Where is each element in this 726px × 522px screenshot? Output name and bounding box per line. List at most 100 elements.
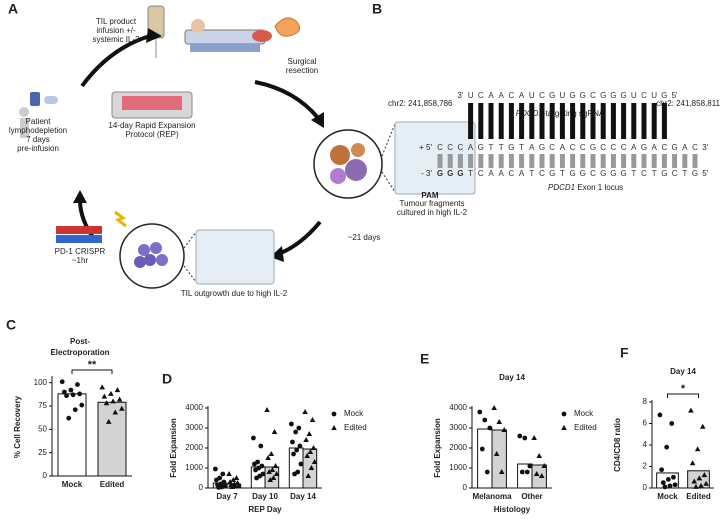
- plus-base: A: [652, 143, 658, 152]
- y-axis-label: CD4/CD8 ratio: [613, 418, 622, 472]
- sgrna-base: G: [620, 91, 626, 100]
- legend-marker: [331, 411, 337, 417]
- base-pair-bar: [559, 103, 565, 139]
- sgrna-base: U: [468, 91, 474, 100]
- data-point: [533, 471, 540, 476]
- data-point: [493, 451, 500, 456]
- step-label: lymphodepletion: [9, 126, 67, 135]
- x-tick-label: Mock: [62, 480, 83, 489]
- strand-end: 5': [672, 91, 678, 100]
- data-point: [306, 431, 313, 436]
- y-tick-label: 1000: [185, 463, 203, 472]
- data-point: [688, 407, 694, 413]
- base-pair-bar: [641, 103, 647, 139]
- bar: [97, 401, 127, 477]
- base-pair-bar: [570, 154, 576, 168]
- plus-base: G: [539, 143, 545, 152]
- data-point: [119, 405, 125, 411]
- data-point: [522, 435, 528, 441]
- data-point: [253, 467, 258, 473]
- data-point: [696, 475, 703, 481]
- data-point: [665, 477, 671, 482]
- plus-base: G: [590, 143, 596, 152]
- base-pair-bar: [661, 154, 667, 168]
- y-tick-label: 0: [463, 483, 468, 492]
- base-pair-bar: [498, 103, 504, 139]
- y-tick-label: 1000: [449, 463, 467, 472]
- data-point: [99, 384, 105, 390]
- data-point: [482, 417, 488, 423]
- x-axis-label: REP Day: [248, 505, 282, 514]
- significance-bracket: [667, 393, 699, 398]
- significance-label: **: [88, 359, 97, 371]
- y-tick-label: 75: [38, 401, 47, 410]
- plus-base: C: [621, 143, 627, 152]
- minus-base: T: [682, 169, 687, 178]
- y-tick-label: 2000: [449, 443, 467, 452]
- base-pair-bar: [559, 154, 565, 168]
- minus-base: T: [529, 169, 534, 178]
- minus-base: A: [499, 169, 505, 178]
- minus-base: G: [610, 169, 616, 178]
- y-axis-label: Fold Expansion: [169, 418, 178, 478]
- data-point: [662, 484, 668, 490]
- strand-end: - 3': [421, 169, 432, 178]
- sgrna-base: U: [651, 91, 657, 100]
- data-point: [303, 437, 309, 442]
- plus-base: A: [560, 143, 566, 152]
- data-point: [66, 415, 72, 421]
- plus-base: T: [519, 143, 524, 152]
- chart-title: Day 14: [499, 373, 525, 382]
- plus-base: G: [478, 143, 484, 152]
- step-label: infusion +/-: [96, 26, 136, 35]
- legend-label: Mock: [344, 409, 364, 418]
- data-point: [229, 484, 236, 489]
- data-point: [79, 402, 85, 408]
- plus-base: A: [468, 143, 474, 152]
- base-pair-bar: [590, 154, 596, 168]
- data-point: [310, 445, 317, 450]
- minus-base: A: [519, 169, 525, 178]
- legend-label: Edited: [344, 423, 367, 432]
- x-tick-label: Edited: [686, 492, 711, 501]
- strand-end: 5': [702, 169, 708, 178]
- data-point: [68, 387, 74, 393]
- data-point: [309, 417, 316, 422]
- data-point: [59, 379, 65, 385]
- data-point: [479, 446, 485, 452]
- sgrna-base: G: [661, 91, 667, 100]
- x-tick-label: Day 14: [290, 492, 316, 501]
- plus-base: C: [458, 143, 464, 152]
- x-tick-label: Melanoma: [472, 492, 512, 501]
- data-point: [307, 449, 314, 454]
- pam-base: G: [457, 169, 463, 178]
- data-point: [698, 482, 704, 488]
- chart-title: Day 14: [670, 367, 696, 376]
- y-tick-label: 0: [643, 483, 648, 492]
- base-pair-bar: [580, 154, 586, 168]
- legend-marker: [561, 411, 567, 417]
- legend-marker: [561, 425, 567, 430]
- minus-base: G: [620, 169, 626, 178]
- base-pair-bar: [478, 154, 484, 168]
- data-point: [477, 409, 483, 415]
- data-point: [496, 419, 502, 424]
- plus-base: A: [631, 143, 637, 152]
- step-label: systemic IL-2: [92, 35, 140, 44]
- data-point: [212, 466, 218, 472]
- data-point: [226, 471, 232, 476]
- base-pair-bar: [549, 103, 555, 139]
- panel-label: B: [372, 1, 382, 17]
- bar: [57, 393, 87, 477]
- legend-label: Edited: [574, 423, 597, 432]
- base-pair-bar: [478, 103, 484, 139]
- base-pair-bar: [631, 154, 637, 168]
- data-point: [216, 485, 221, 490]
- data-point: [667, 483, 673, 489]
- base-pair-bar: [570, 103, 576, 139]
- plus-base: A: [529, 143, 535, 152]
- bar: [477, 428, 493, 489]
- x-tick-label: Day 7: [216, 492, 238, 501]
- minus-base: G: [549, 169, 555, 178]
